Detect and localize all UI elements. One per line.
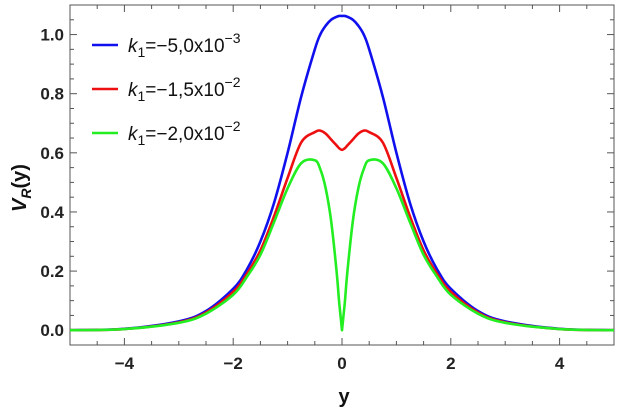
series-line-2 bbox=[69, 129, 615, 332]
x-tick-label: −4 bbox=[115, 354, 135, 373]
legend-exp: −2 bbox=[225, 74, 241, 90]
y-tick-label: 0.4 bbox=[40, 203, 64, 222]
legend-label-3: k1=−2,0x10−2 bbox=[128, 118, 241, 148]
y-tick-label: 0.0 bbox=[40, 321, 64, 340]
x-tick-label: 4 bbox=[555, 354, 565, 373]
legend: k1=−5,0x10−3k1=−1,5x10−2k1=−2,0x10−2 bbox=[92, 30, 241, 148]
y-axis-label-sub: R bbox=[18, 188, 34, 199]
legend-label-2: k1=−1,5x10−2 bbox=[128, 74, 241, 104]
x-tick-label: 0 bbox=[337, 354, 346, 373]
legend-label-1: k1=−5,0x10−3 bbox=[128, 30, 241, 60]
y-axis: 0.0 0.2 0.4 0.6 0.8 1.0 bbox=[40, 4, 614, 340]
y-axis-label-main: V bbox=[9, 197, 31, 212]
x-tick-label: −2 bbox=[224, 354, 243, 373]
legend-var: k bbox=[128, 36, 139, 57]
legend-sub: 1 bbox=[138, 88, 146, 104]
x-axis: −4 −2 0 2 4 bbox=[69, 5, 615, 373]
x-tick-label: 2 bbox=[446, 354, 455, 373]
y-axis-label: VR(y) bbox=[9, 164, 34, 212]
legend-var: k bbox=[128, 80, 139, 101]
legend-value: =−2,0x10 bbox=[145, 124, 224, 145]
y-tick-label: 0.8 bbox=[40, 85, 64, 104]
legend-sub: 1 bbox=[138, 132, 146, 148]
series-line-3 bbox=[69, 158, 615, 332]
legend-sub: 1 bbox=[138, 44, 146, 60]
legend-var: k bbox=[128, 124, 139, 145]
series-line-1 bbox=[69, 14, 615, 332]
legend-exp: −3 bbox=[225, 30, 241, 46]
y-tick-label: 0.2 bbox=[40, 262, 64, 281]
legend-value: =−5,0x10 bbox=[145, 36, 224, 57]
legend-value: =−1,5x10 bbox=[145, 80, 224, 101]
y-tick-label: 1.0 bbox=[40, 26, 64, 45]
series-lines bbox=[69, 14, 615, 332]
x-axis-label: y bbox=[338, 386, 350, 408]
y-tick-label: 0.6 bbox=[40, 144, 64, 163]
legend-exp: −2 bbox=[225, 118, 241, 134]
y-axis-label-arg: (y) bbox=[9, 164, 31, 188]
